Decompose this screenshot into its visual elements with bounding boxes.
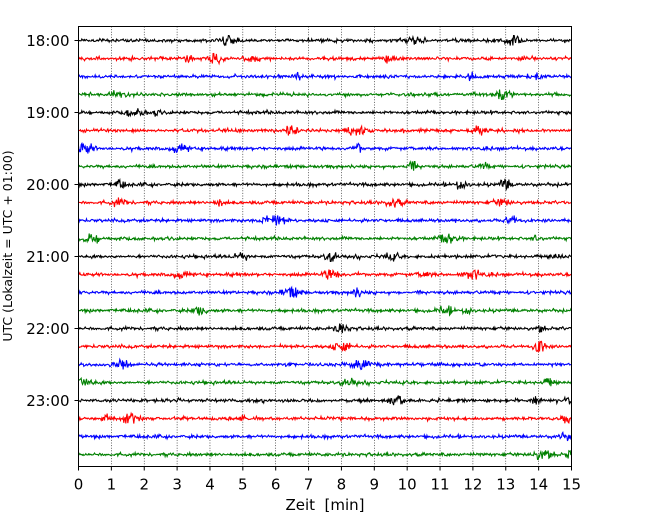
seismic-trace — [79, 378, 572, 386]
x-tick-label: 2 — [139, 476, 149, 494]
seismic-trace — [79, 414, 572, 424]
x-tick-label: 3 — [172, 476, 182, 494]
x-tick-label: 12 — [463, 476, 482, 494]
seismic-traces — [79, 36, 572, 460]
seismic-trace — [79, 108, 572, 116]
y-tick-label: 20:00 — [26, 176, 69, 194]
seismic-trace — [79, 306, 572, 316]
x-tick-label: 7 — [304, 476, 314, 494]
y-tick-label: 21:00 — [26, 248, 69, 266]
y-tick-label: 18:00 — [26, 32, 69, 50]
x-tick-label: 10 — [398, 476, 417, 494]
y-tick-label: 23:00 — [26, 392, 69, 410]
seismic-trace — [79, 72, 572, 81]
seismic-trace — [79, 432, 572, 440]
x-tick-label: 1 — [107, 476, 117, 494]
y-axis-label: UTC (Lokalzeit = UTC + 01:00) — [0, 150, 15, 341]
seismic-trace — [79, 396, 572, 406]
y-tick-label: 22:00 — [26, 320, 69, 338]
x-tick-label: 4 — [205, 476, 215, 494]
seismic-trace — [79, 162, 572, 171]
x-tick-label: 5 — [238, 476, 248, 494]
seismic-trace — [79, 234, 572, 244]
seismic-trace — [79, 288, 572, 298]
x-tick-label: 9 — [370, 476, 380, 494]
x-axis-label: Zeit [min] — [285, 496, 364, 514]
seismic-trace — [79, 270, 572, 280]
x-tick-label: 8 — [337, 476, 347, 494]
seismic-trace — [79, 450, 572, 459]
seismic-trace — [79, 216, 572, 226]
x-tick-label: 14 — [529, 476, 548, 494]
x-tick-label: 13 — [496, 476, 515, 494]
x-tick-label: 0 — [74, 476, 84, 494]
x-tick-label: 11 — [430, 476, 449, 494]
y-tick-label: 19:00 — [26, 104, 69, 122]
x-axis-ticks: 0 1 2 3 4 5 6 7 8 9 10 11 12 13 14 15 — [74, 467, 581, 494]
y-axis-ticks: 18:00 19:00 20:00 21:00 22:00 23:00 — [26, 32, 78, 410]
seismic-trace — [79, 198, 572, 208]
seismic-trace — [79, 126, 572, 136]
seismic-trace — [79, 144, 572, 154]
seismic-trace — [79, 360, 572, 370]
seismic-trace — [79, 252, 572, 261]
seismic-trace — [79, 36, 572, 46]
seismic-trace — [79, 342, 572, 352]
seismic-trace — [79, 324, 572, 334]
seismic-trace — [79, 180, 572, 190]
x-tick-label: 15 — [562, 476, 581, 494]
x-tick-label: 6 — [271, 476, 281, 494]
seismic-trace — [79, 54, 572, 64]
seismic-trace — [79, 90, 572, 100]
